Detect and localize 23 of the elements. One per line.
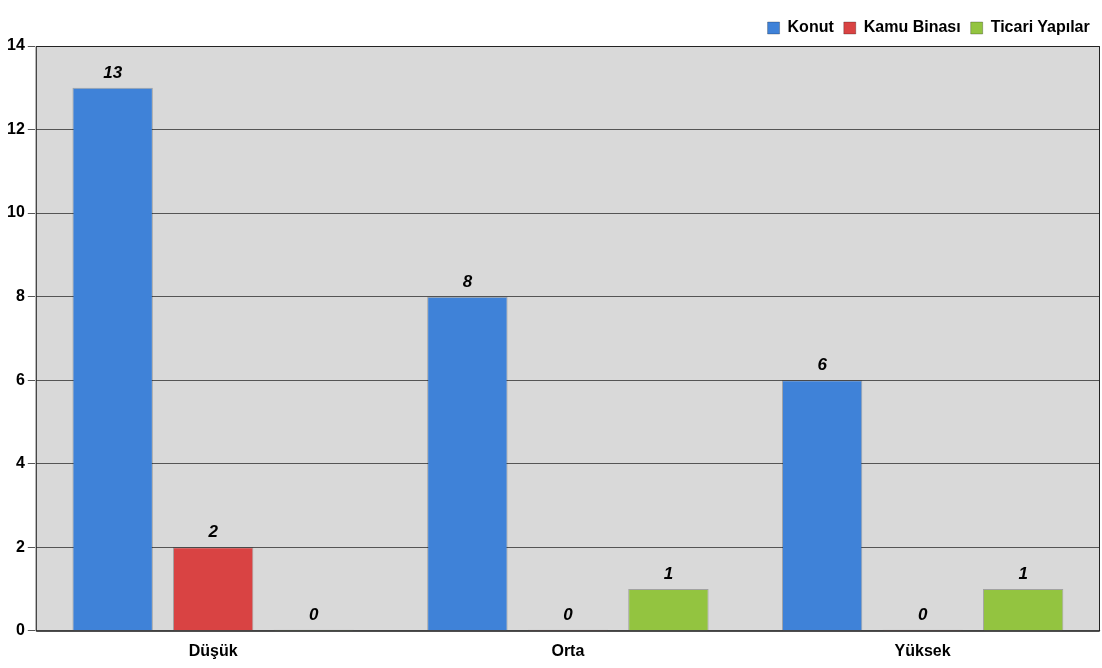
- y-tick-label: 8: [15, 287, 25, 305]
- data-label: 13: [103, 62, 123, 82]
- y-tick-label: 6: [15, 370, 25, 388]
- data-label: 1: [663, 564, 674, 584]
- data-label: 0: [563, 604, 574, 624]
- data-label: 0: [308, 604, 319, 624]
- data-label: 1: [1018, 564, 1028, 584]
- legend-label: Kamu Binası: [863, 18, 961, 36]
- legend-label: Ticari Yapılar: [990, 18, 1090, 36]
- y-tick-label: 0: [15, 621, 25, 639]
- y-tick-label: 12: [7, 119, 25, 137]
- y-tick-label: 14: [7, 36, 25, 54]
- data-label: 6: [817, 355, 828, 375]
- data-label: 0: [917, 604, 928, 624]
- data-label: 8: [462, 271, 473, 291]
- y-tick-label: 2: [15, 537, 25, 555]
- y-tick-label: 10: [7, 203, 25, 221]
- y-tick-label: 4: [15, 454, 25, 472]
- legend-label: Konut: [787, 18, 835, 36]
- data-label: 2: [207, 522, 219, 542]
- x-tick-label: Yüksek: [894, 641, 951, 659]
- x-tick-label: Orta: [551, 641, 585, 659]
- x-tick-label: Düşük: [188, 641, 238, 659]
